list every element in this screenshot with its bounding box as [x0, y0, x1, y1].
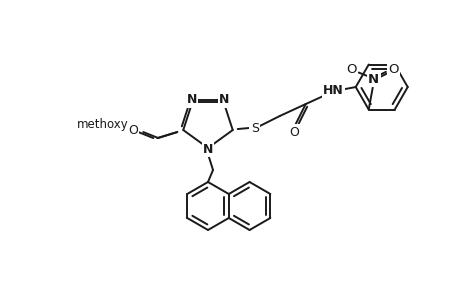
Text: S: S — [250, 122, 258, 134]
Text: HN: HN — [323, 83, 343, 97]
Text: N: N — [367, 73, 379, 86]
Text: O: O — [288, 125, 298, 139]
Text: N: N — [218, 94, 229, 106]
Text: O: O — [346, 63, 356, 76]
Text: methoxy: methoxy — [76, 118, 128, 130]
Text: N: N — [202, 142, 213, 155]
Text: O: O — [128, 124, 138, 136]
Text: O: O — [388, 63, 398, 76]
Text: N: N — [186, 94, 196, 106]
